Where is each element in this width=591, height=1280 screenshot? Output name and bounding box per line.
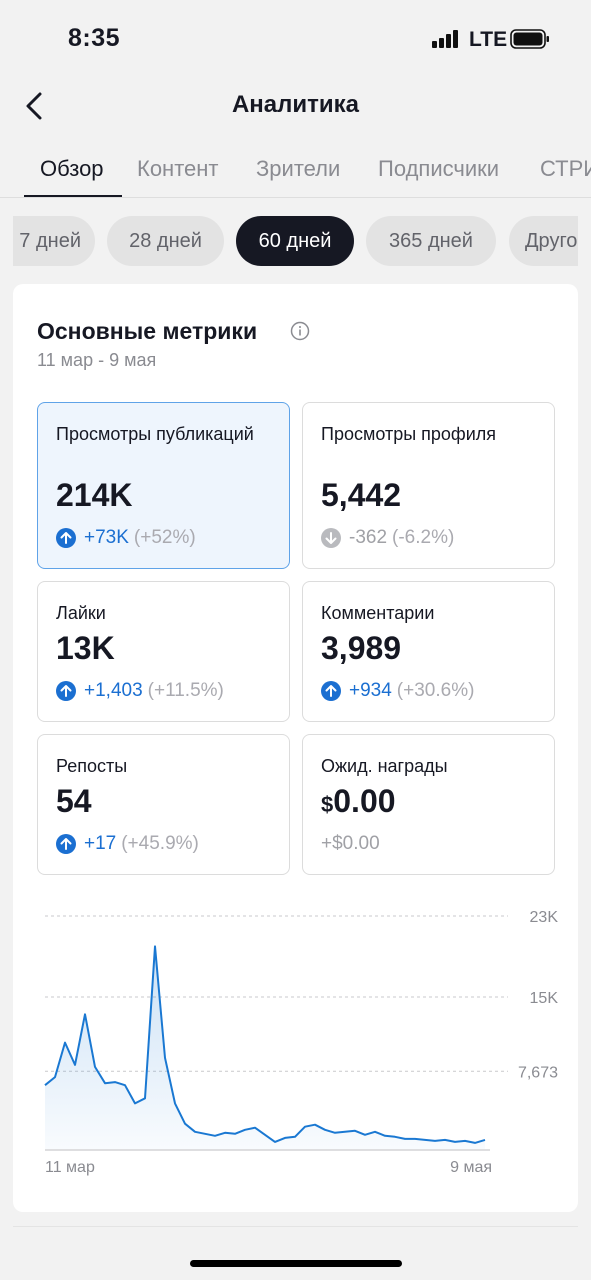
arrow-up-circle-icon (56, 681, 76, 701)
metric-delta: +73K (+52%) (56, 527, 196, 549)
metric-post-views[interactable]: Просмотры публикаций 214K +73K (+52%) (37, 402, 290, 569)
metric-delta-abs: +$0.00 (321, 833, 380, 854)
series-line (44, 945, 486, 1144)
metric-delta: +17 (+45.9%) (56, 833, 199, 855)
metric-delta: -362 (-6.2%) (321, 527, 454, 549)
series-area (45, 946, 485, 1149)
metric-shares[interactable]: Репосты 54 +17 (+45.9%) (37, 734, 290, 875)
metric-delta-abs: +1,403 (84, 680, 143, 701)
metric-delta-abs: +17 (84, 833, 117, 854)
metric-label: Ожид. награды (321, 756, 448, 776)
metric-profile-views[interactable]: Просмотры профиля 5,442 -362 (-6.2%) (302, 402, 555, 569)
arrow-up-circle-icon (321, 681, 341, 701)
chip-28-days[interactable]: 28 дней (107, 216, 224, 266)
arrow-up-circle-icon (56, 528, 76, 548)
chip-7-days[interactable]: 7 дней (13, 216, 95, 266)
metric-delta-abs: -362 (349, 527, 388, 548)
metric-delta-abs: +73K (84, 527, 129, 548)
metric-amount: 0.00 (333, 783, 396, 819)
network-type: LTE (469, 28, 508, 51)
metric-value: 3,989 (321, 630, 402, 666)
info-icon[interactable] (290, 321, 310, 341)
y-tick-label: 23K (530, 909, 559, 926)
page-title: Аналитика (231, 91, 360, 118)
tab-overview[interactable]: Обзор (40, 156, 104, 181)
chip-365-days[interactable]: 365 дней (366, 216, 496, 266)
divider (13, 1226, 578, 1227)
analytics-tabs: Обзор Контент Зрители Подписчики СТРИМ (0, 146, 591, 198)
arrow-down-circle-icon (321, 528, 341, 548)
cellular-signal-icon (432, 30, 464, 48)
status-time: 8:35 (68, 24, 121, 52)
metric-label: Просмотры публикаций (56, 424, 254, 444)
key-metrics-card: Основные метрики 11 мар - 9 мая Просмотр… (13, 284, 578, 1212)
metric-delta: +$0.00 (321, 833, 385, 855)
status-bar: 8:35 LTE (0, 0, 591, 80)
date-range: 11 мар - 9 мая (37, 350, 157, 370)
metric-label: Лайки (56, 603, 106, 623)
currency-symbol: $ (321, 792, 334, 817)
home-indicator (190, 1260, 402, 1267)
tab-content[interactable]: Контент (137, 156, 219, 181)
y-tick-label: 7,673 (518, 1064, 558, 1081)
chip-60-days[interactable]: 60 дней (236, 216, 354, 266)
metric-likes[interactable]: Лайки 13K +1,403 (+11.5%) (37, 581, 290, 722)
tab-followers[interactable]: Подписчики (378, 156, 500, 181)
metric-value: 13K (56, 630, 115, 666)
metric-label: Репосты (56, 756, 128, 776)
y-tick-label: 15K (530, 990, 559, 1007)
x-tick-label: 9 мая (450, 1159, 492, 1176)
metric-label: Просмотры профиля (321, 424, 497, 444)
chip-custom[interactable]: Другое (509, 216, 578, 266)
metric-delta: +1,403 (+11.5%) (56, 680, 224, 702)
metric-delta-pct: (+30.6%) (396, 680, 475, 701)
active-tab-indicator (24, 195, 122, 197)
views-trend-chart[interactable]: 23K 15K 7,673 11 мар 9 мая (43, 896, 568, 1186)
battery-icon (510, 29, 549, 49)
period-selector: 7 дней 28 дней 60 дней 365 дней Другое (13, 216, 578, 268)
metric-delta-pct: (+52%) (133, 527, 196, 548)
tab-live[interactable]: СТРИМ (540, 156, 591, 181)
metric-delta-pct: (-6.2%) (392, 527, 455, 548)
metric-value: $0.00 (321, 783, 396, 820)
arrow-up-circle-icon (56, 834, 76, 854)
metric-comments[interactable]: Комментарии 3,989 +934 (+30.6%) (302, 581, 555, 722)
nav-bar: Аналитика (0, 80, 591, 132)
metric-estimated-rewards[interactable]: Ожид. награды $0.00 +$0.00 (302, 734, 555, 875)
metric-delta-pct: (+11.5%) (147, 680, 224, 701)
metric-value: 214K (56, 477, 133, 513)
x-tick-label: 11 мар (45, 1159, 95, 1176)
metric-delta-pct: (+45.9%) (121, 833, 199, 854)
card-title: Основные метрики (37, 318, 258, 344)
metric-value: 54 (56, 783, 92, 819)
metric-label: Комментарии (321, 603, 435, 623)
metric-delta: +934 (+30.6%) (321, 680, 474, 702)
metric-delta-abs: +934 (349, 680, 392, 701)
tab-viewers[interactable]: Зрители (256, 156, 341, 181)
metric-value: 5,442 (321, 477, 402, 513)
chevron-left-icon[interactable] (22, 90, 46, 122)
